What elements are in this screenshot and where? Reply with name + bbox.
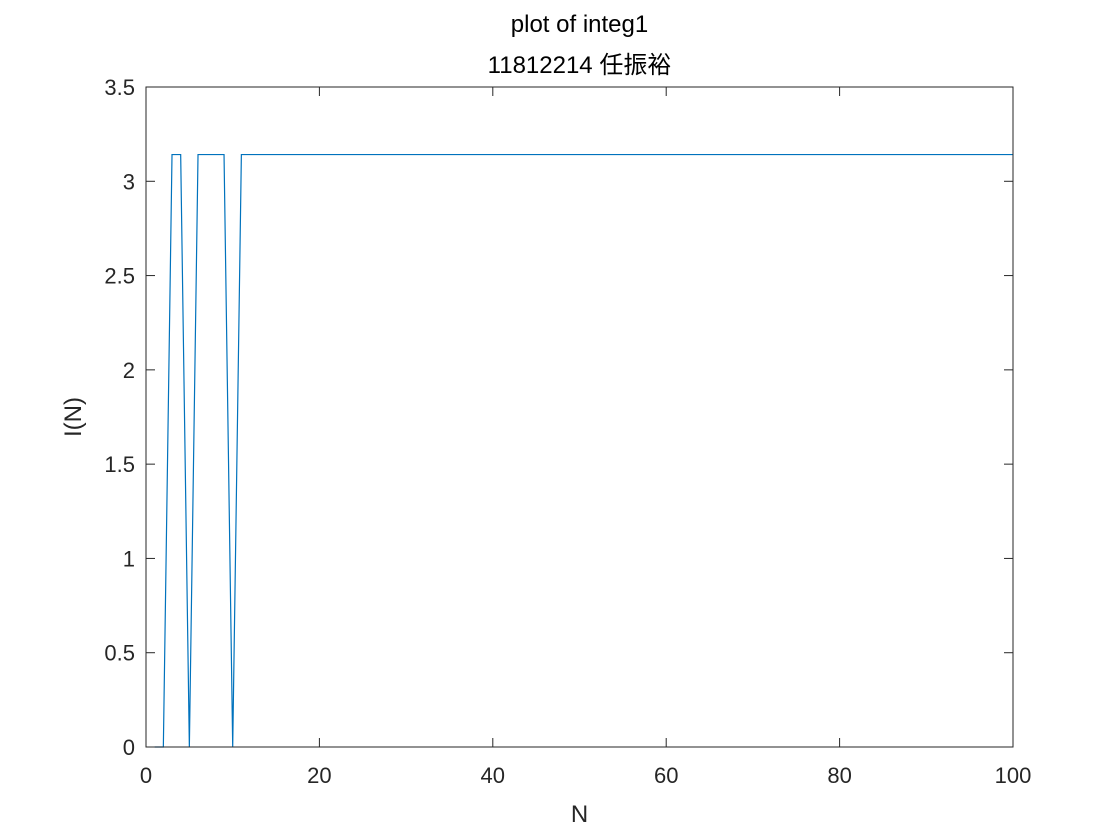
series-line	[154, 153, 1013, 748]
series-layer	[154, 153, 1013, 748]
labels-layer: plot of integ1 11812214 任振裕 N I(N)	[60, 11, 671, 828]
plot-area-background	[146, 87, 1013, 747]
y-tick-label: 1.5	[104, 452, 135, 477]
x-tick-label: 20	[307, 763, 331, 788]
plot-area-box	[145, 86, 1014, 748]
y-tick-label: 0	[123, 735, 135, 760]
x-tick-label: 80	[827, 763, 851, 788]
y-tick-label: 2.5	[104, 264, 135, 289]
x-tick-label: 60	[654, 763, 678, 788]
chart-subtitle: 11812214 任振裕	[488, 52, 672, 79]
y-tick-label: 3	[123, 169, 135, 194]
x-tick-label: 100	[995, 763, 1032, 788]
chart-title: plot of integ1	[511, 11, 648, 38]
y-tick-label: 0.5	[104, 641, 135, 666]
y-tick-label: 3.5	[104, 75, 135, 100]
y-tick-label: 1	[123, 546, 135, 571]
x-tick-label: 40	[481, 763, 505, 788]
y-axis-label: I(N)	[60, 397, 87, 437]
x-tick-label: 0	[140, 763, 152, 788]
ticks-layer: 0 20 40 60 80 100 0 0.5 1 1.5 2 2.5 3 3.5	[104, 75, 1031, 788]
x-axis-label: N	[571, 801, 588, 828]
y-tick-label: 2	[123, 358, 135, 383]
